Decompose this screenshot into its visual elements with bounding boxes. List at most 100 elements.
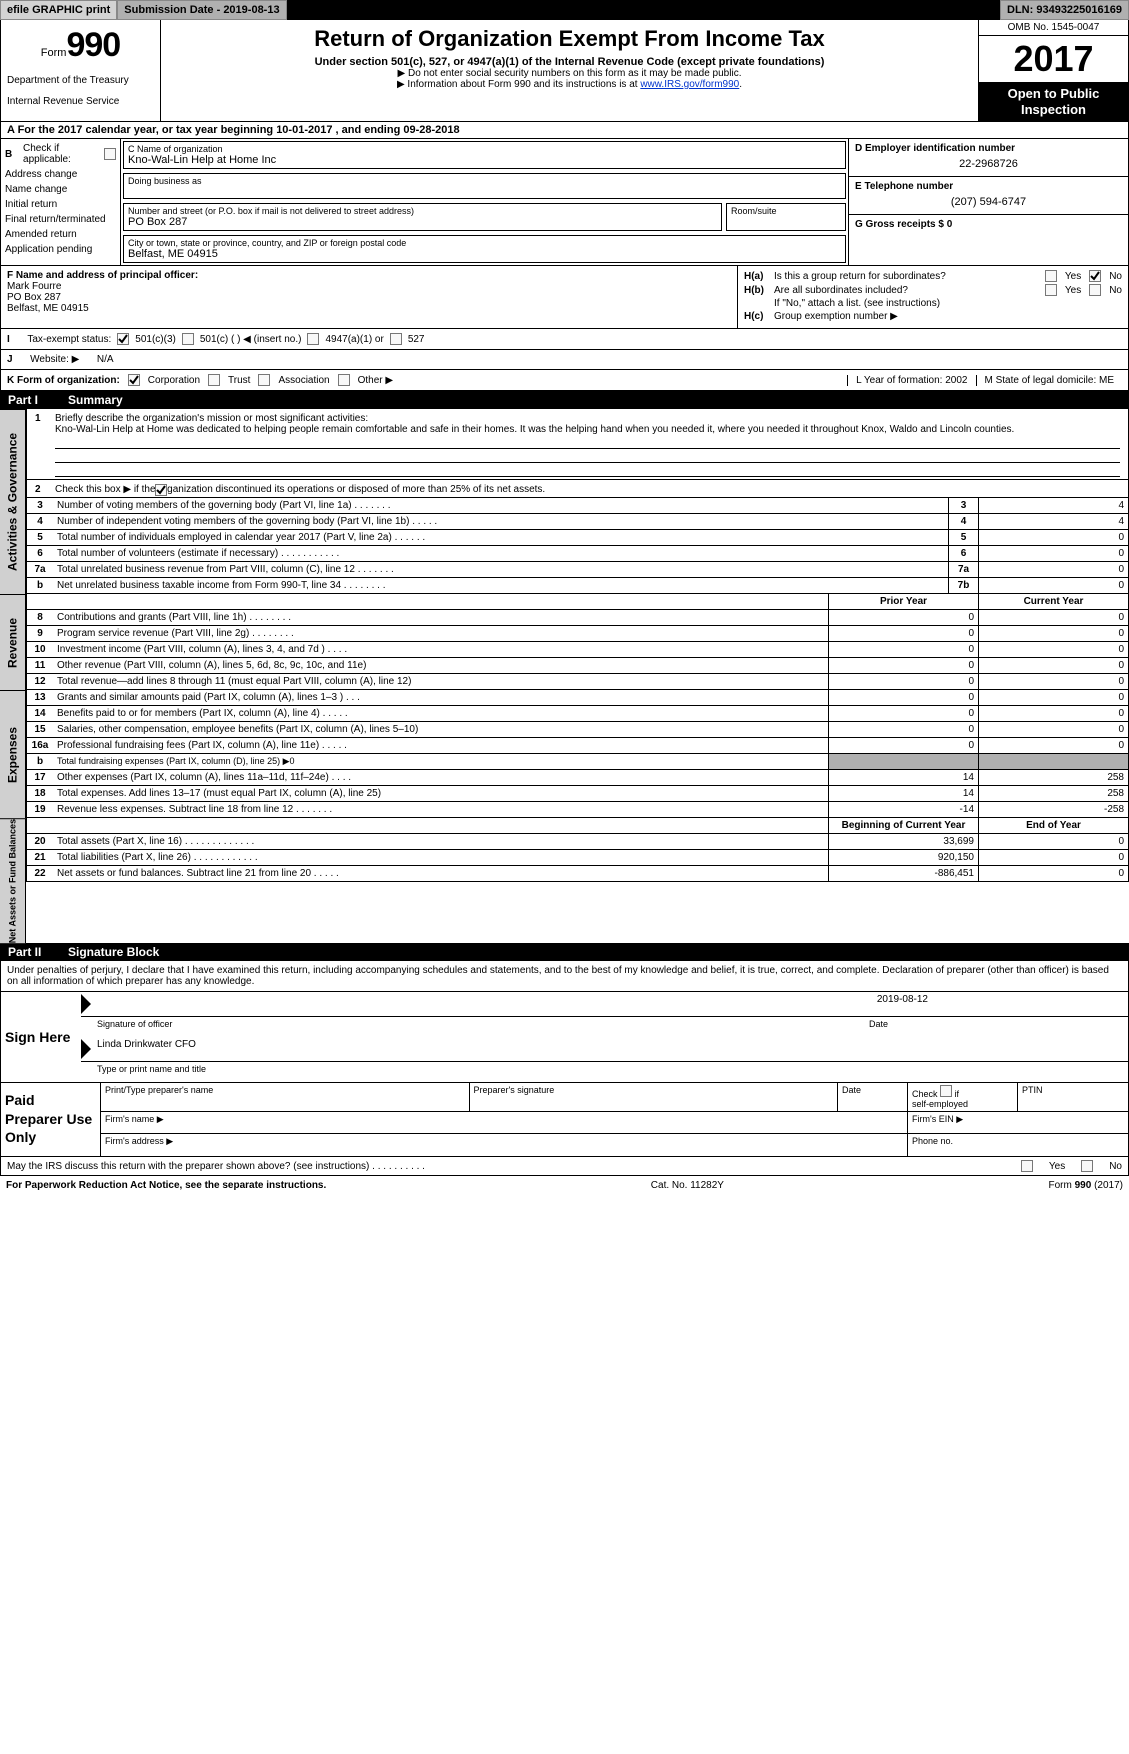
line-2-checkbox: 2 Check this box ▶ if the organization d… (26, 480, 1129, 498)
officer-addr2: Belfast, ME 04915 (7, 303, 89, 314)
firm-ein-label: Firm's EIN ▶ (908, 1112, 1128, 1133)
check-discontinued[interactable] (155, 484, 167, 496)
line-16a: 16aProfessional fundraising fees (Part I… (26, 738, 1129, 754)
ein-value: 22-2968726 (855, 158, 1122, 170)
dept-irs: Internal Revenue Service (7, 96, 154, 107)
officer-print-name: Linda Drinkwater CFO (97, 1039, 196, 1059)
section-h: H(a) Is this a group return for subordin… (738, 266, 1128, 328)
org-name-box: C Name of organization Kno-Wal-Lin Help … (123, 141, 846, 169)
check-self-employed[interactable] (940, 1085, 952, 1097)
sign-arrow-icon-2 (81, 1039, 91, 1059)
dln: DLN: 93493225016169 (1000, 0, 1129, 20)
check-501c[interactable] (182, 333, 194, 345)
paid-preparer-label: Paid Preparer Use Only (1, 1083, 101, 1156)
part-i-header: Part ISummary (0, 391, 1129, 409)
line-12: 12Total revenue—add lines 8 through 11 (… (26, 674, 1129, 690)
part-ii-header: Part IISignature Block (0, 943, 1129, 961)
section-b-checkboxes: B Check if applicable: Address change Na… (1, 139, 121, 265)
line-7b: bNet unrelated business taxable income f… (26, 578, 1129, 594)
ein-label: D Employer identification number (855, 143, 1122, 154)
line-6: 6Total number of volunteers (estimate if… (26, 546, 1129, 562)
line-22: 22Net assets or fund balances. Subtract … (26, 866, 1129, 882)
section-f: F Name and address of principal officer:… (1, 266, 738, 328)
line-17: 17Other expenses (Part IX, column (A), l… (26, 770, 1129, 786)
check-applicable[interactable] (104, 148, 116, 160)
discuss-row: May the IRS discuss this return with the… (0, 1157, 1129, 1176)
irs-link[interactable]: www.IRS.gov/form990 (640, 79, 739, 90)
line-11: 11Other revenue (Part VIII, column (A), … (26, 658, 1129, 674)
check-4947[interactable] (307, 333, 319, 345)
ha-no[interactable] (1089, 270, 1101, 282)
entity-right-column: D Employer identification number 22-2968… (848, 139, 1128, 265)
firm-name-label: Firm's name ▶ (101, 1112, 908, 1133)
check-527[interactable] (390, 333, 402, 345)
form-number: Form 990 (7, 26, 154, 65)
prep-ptin-label: PTIN (1018, 1083, 1128, 1111)
gross-receipts: G Gross receipts $ 0 (855, 219, 1122, 230)
hb-yes[interactable] (1045, 284, 1057, 296)
line-4: 4Number of independent voting members of… (26, 514, 1129, 530)
check-other[interactable] (338, 374, 350, 386)
form-label: Form (41, 47, 67, 59)
entity-block: B Check if applicable: Address change Na… (0, 139, 1129, 266)
state-domicile: M State of legal domicile: ME (976, 375, 1123, 386)
row-a-tax-year: A For the 2017 calendar year, or tax yea… (0, 122, 1129, 139)
phone-label: E Telephone number (855, 181, 1122, 192)
omb-number: OMB No. 1545-0047 (979, 20, 1128, 36)
website-value: N/A (97, 354, 114, 365)
line-18: 18Total expenses. Add lines 13–17 (must … (26, 786, 1129, 802)
check-501c3[interactable] (117, 333, 129, 345)
tab-activities-governance: Activities & Governance (0, 409, 26, 594)
org-name: Kno-Wal-Lin Help at Home Inc (128, 154, 841, 166)
firm-addr-label: Firm's address ▶ (101, 1134, 908, 1156)
line-10: 10Investment income (Part VIII, column (… (26, 642, 1129, 658)
tax-year: 2017 (979, 36, 1128, 82)
check-assoc[interactable] (258, 374, 270, 386)
year-formation: L Year of formation: 2002 (847, 375, 975, 386)
line-21: 21Total liabilities (Part X, line 26) . … (26, 850, 1129, 866)
paid-preparer-block: Paid Preparer Use Only Print/Type prepar… (0, 1083, 1129, 1157)
sig-date-value: 2019-08-12 (877, 994, 928, 1005)
phone-value: (207) 594-6747 (855, 196, 1122, 208)
prep-self-employed: Check ifself-employed (908, 1083, 1018, 1111)
efile-print-button[interactable]: efile GRAPHIC print (0, 0, 117, 20)
signature-declaration: Under penalties of perjury, I declare th… (0, 961, 1129, 992)
cat-no: Cat. No. 11282Y (326, 1180, 1048, 1191)
discuss-yes[interactable] (1021, 1160, 1033, 1172)
discuss-no[interactable] (1081, 1160, 1093, 1172)
prep-date-label: Date (838, 1083, 908, 1111)
line-15: 15Salaries, other compensation, employee… (26, 722, 1129, 738)
paperwork-notice: For Paperwork Reduction Act Notice, see … (6, 1180, 326, 1191)
line-7a: 7aTotal unrelated business revenue from … (26, 562, 1129, 578)
ha-yes[interactable] (1045, 270, 1057, 282)
page-footer: For Paperwork Reduction Act Notice, see … (0, 1176, 1129, 1195)
print-name-label: Type or print name and title (97, 1064, 206, 1080)
sign-here-label: Sign Here (1, 992, 81, 1082)
city-state-zip: Belfast, ME 04915 (128, 248, 841, 260)
dba-box: Doing business as (123, 173, 846, 199)
sign-arrow-icon (81, 994, 91, 1014)
form-990: 990 (66, 26, 120, 65)
check-trust[interactable] (208, 374, 220, 386)
prep-sig-label: Preparer's signature (470, 1083, 839, 1111)
form-title: Return of Organization Exempt From Incom… (171, 26, 968, 52)
room-suite-box: Room/suite (726, 203, 846, 231)
mission-text: Kno-Wal-Lin Help at Home was dedicated t… (55, 424, 1014, 435)
line-13: 13Grants and similar amounts paid (Part … (26, 690, 1129, 706)
sig-officer-label: Signature of officer (97, 1019, 172, 1035)
check-corp[interactable] (128, 374, 140, 386)
line-8: 8Contributions and grants (Part VIII, li… (26, 610, 1129, 626)
form-subtitle: Under section 501(c), 527, or 4947(a)(1)… (171, 56, 968, 68)
tab-net-assets: Net Assets or Fund Balances (0, 818, 26, 943)
line-5: 5Total number of individuals employed in… (26, 530, 1129, 546)
officer-name: Mark Fourre (7, 281, 61, 292)
prep-name-label: Print/Type preparer's name (101, 1083, 470, 1111)
hb-no[interactable] (1089, 284, 1101, 296)
tab-revenue: Revenue (0, 594, 26, 690)
line-1-mission: 1 Briefly describe the organization's mi… (26, 409, 1129, 480)
col-headers-1: Prior YearCurrent Year (26, 594, 1129, 610)
submission-date: Submission Date - 2019-08-13 (117, 0, 286, 20)
line-3: 3Number of voting members of the governi… (26, 498, 1129, 514)
line-14: 14Benefits paid to or for members (Part … (26, 706, 1129, 722)
line-16b: bTotal fundraising expenses (Part IX, co… (26, 754, 1129, 770)
